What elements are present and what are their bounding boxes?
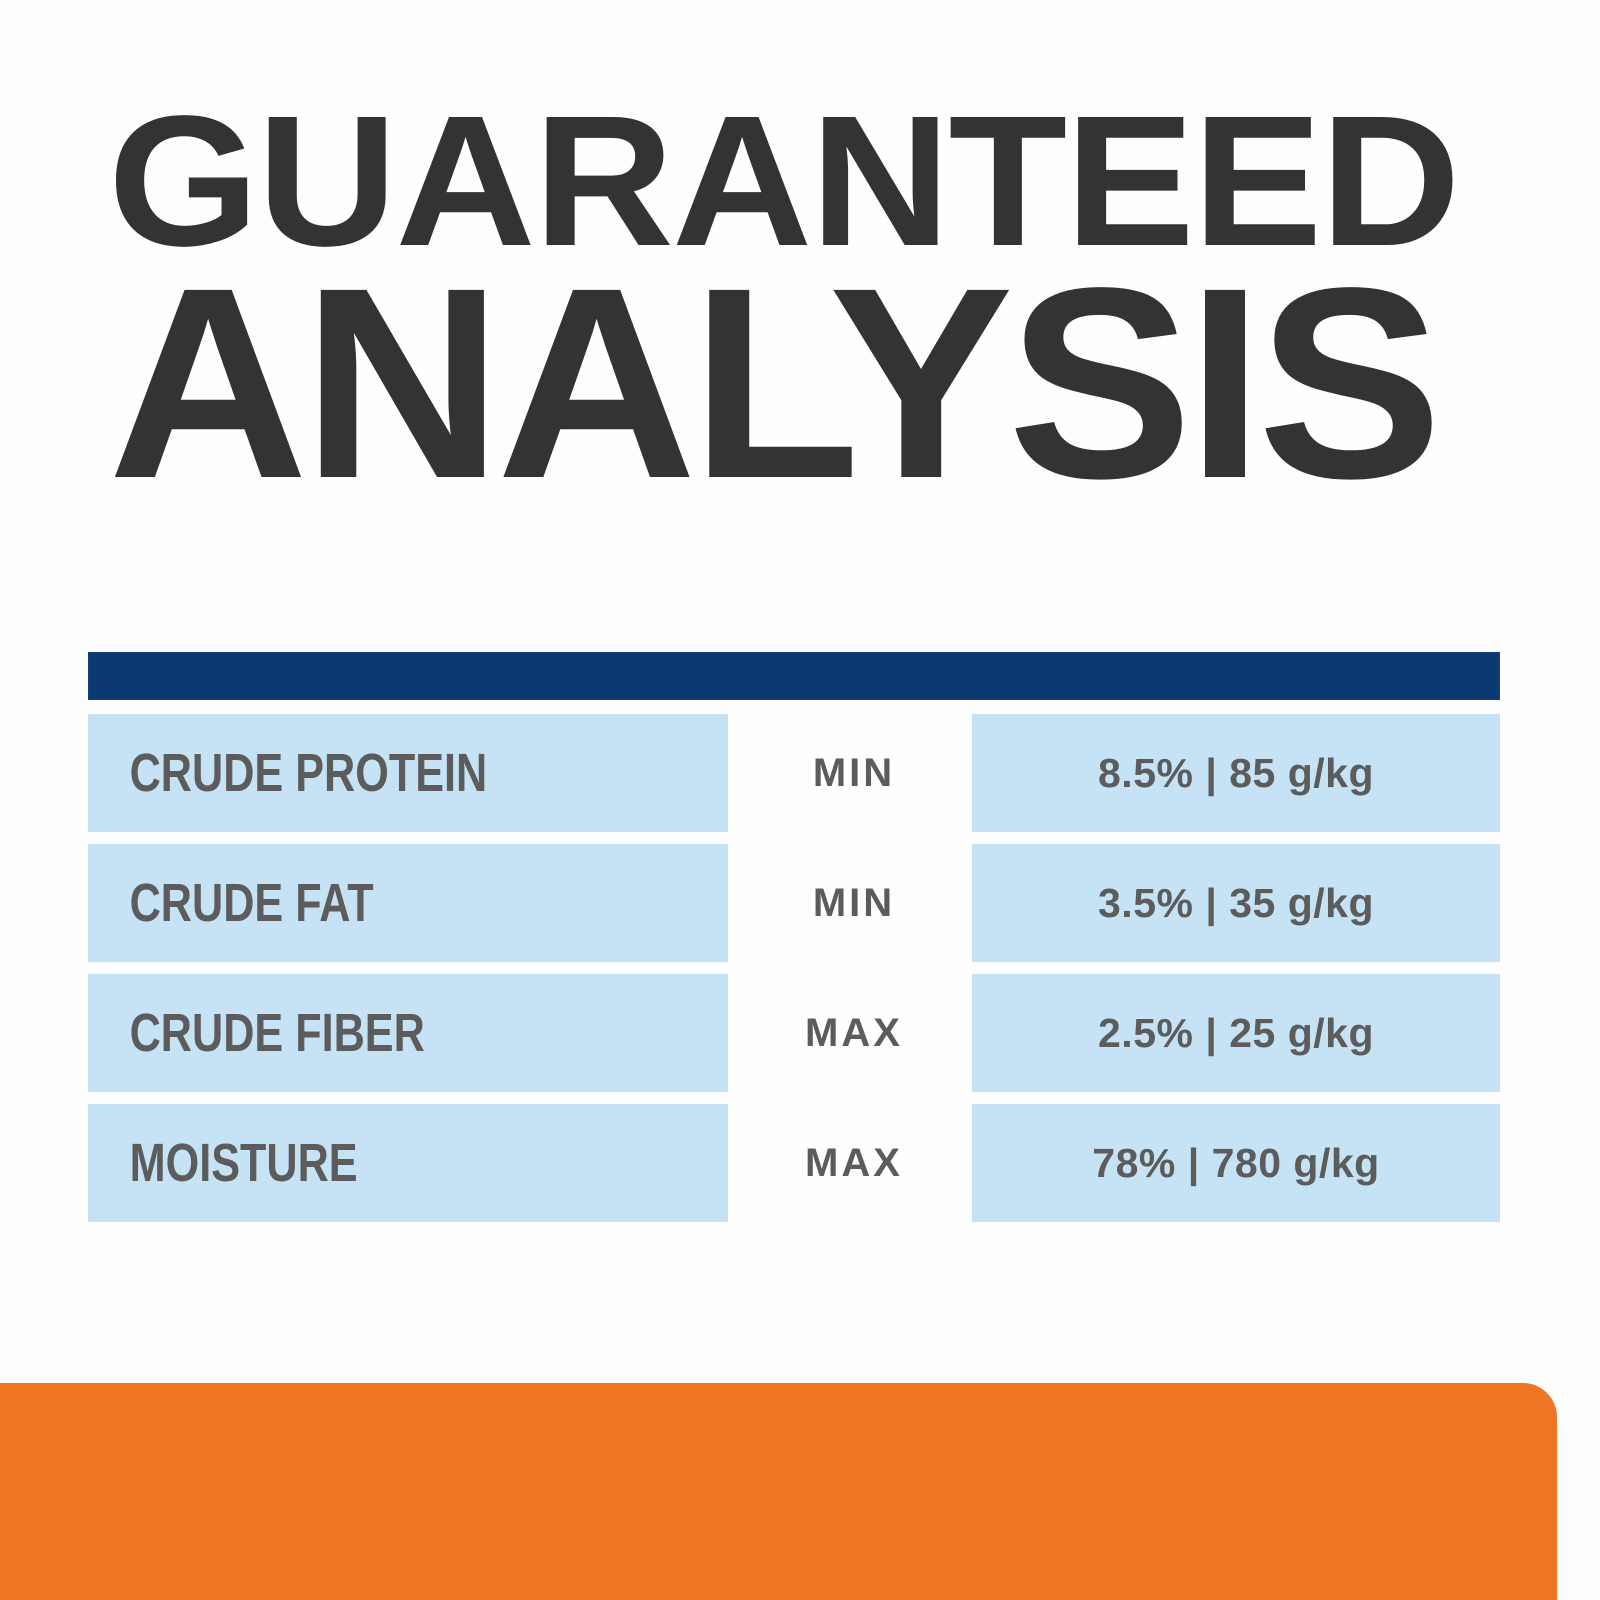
nutrient-limit-cell: MAX: [728, 974, 980, 1092]
nutrient-value-cell: 2.5% | 25 g/kg: [972, 974, 1500, 1092]
nutrient-name-label: MOISTURE: [129, 1133, 358, 1193]
table-body: CRUDE PROTEIN MIN 8.5% | 85 g/kg CRUDE F…: [88, 714, 1500, 1222]
nutrient-value-label: 3.5% | 35 g/kg: [1098, 879, 1374, 926]
nutrient-value-label: 8.5% | 85 g/kg: [1098, 749, 1374, 796]
nutrient-name-label: CRUDE PROTEIN: [129, 743, 488, 803]
orange-accent-footer: [0, 1383, 1557, 1600]
nutrient-value-label: 2.5% | 25 g/kg: [1098, 1009, 1374, 1056]
table-row: CRUDE FIBER MAX 2.5% | 25 g/kg: [88, 974, 1500, 1092]
guaranteed-analysis-table: CRUDE PROTEIN MIN 8.5% | 85 g/kg CRUDE F…: [88, 652, 1500, 1222]
nutrient-value-label: 78% | 780 g/kg: [1092, 1139, 1380, 1186]
table-row: CRUDE FAT MIN 3.5% | 35 g/kg: [88, 844, 1500, 962]
page-title: GUARANTEED ANALYSIS: [108, 88, 1508, 519]
nutrient-limit-label: MIN: [812, 880, 896, 925]
nutrient-value-cell: 8.5% | 85 g/kg: [972, 714, 1500, 832]
nutrient-name-cell: MOISTURE: [88, 1104, 728, 1222]
nutrient-value-cell: 3.5% | 35 g/kg: [972, 844, 1500, 962]
page-title-line-1: GUARANTEED: [108, 78, 1461, 285]
nutrient-limit-label: MAX: [805, 1140, 903, 1185]
table-row: CRUDE PROTEIN MIN 8.5% | 85 g/kg: [88, 714, 1500, 832]
nutrient-limit-label: MAX: [805, 1010, 903, 1055]
nutrient-name-cell: CRUDE FAT: [88, 844, 728, 962]
nutrient-limit-cell: MAX: [728, 1104, 980, 1222]
page-title-line-2: ANALYSIS: [108, 231, 1442, 536]
nutrient-limit-cell: MIN: [728, 714, 980, 832]
table-header-bar: [88, 652, 1500, 700]
nutrient-name-cell: CRUDE PROTEIN: [88, 714, 728, 832]
nutrient-limit-cell: MIN: [728, 844, 980, 962]
nutrient-name-label: CRUDE FAT: [129, 873, 374, 933]
nutrient-value-cell: 78% | 780 g/kg: [972, 1104, 1500, 1222]
table-row: MOISTURE MAX 78% | 780 g/kg: [88, 1104, 1500, 1222]
nutrient-limit-label: MIN: [812, 750, 896, 795]
nutrient-name-cell: CRUDE FIBER: [88, 974, 728, 1092]
nutrient-name-label: CRUDE FIBER: [129, 1003, 425, 1063]
